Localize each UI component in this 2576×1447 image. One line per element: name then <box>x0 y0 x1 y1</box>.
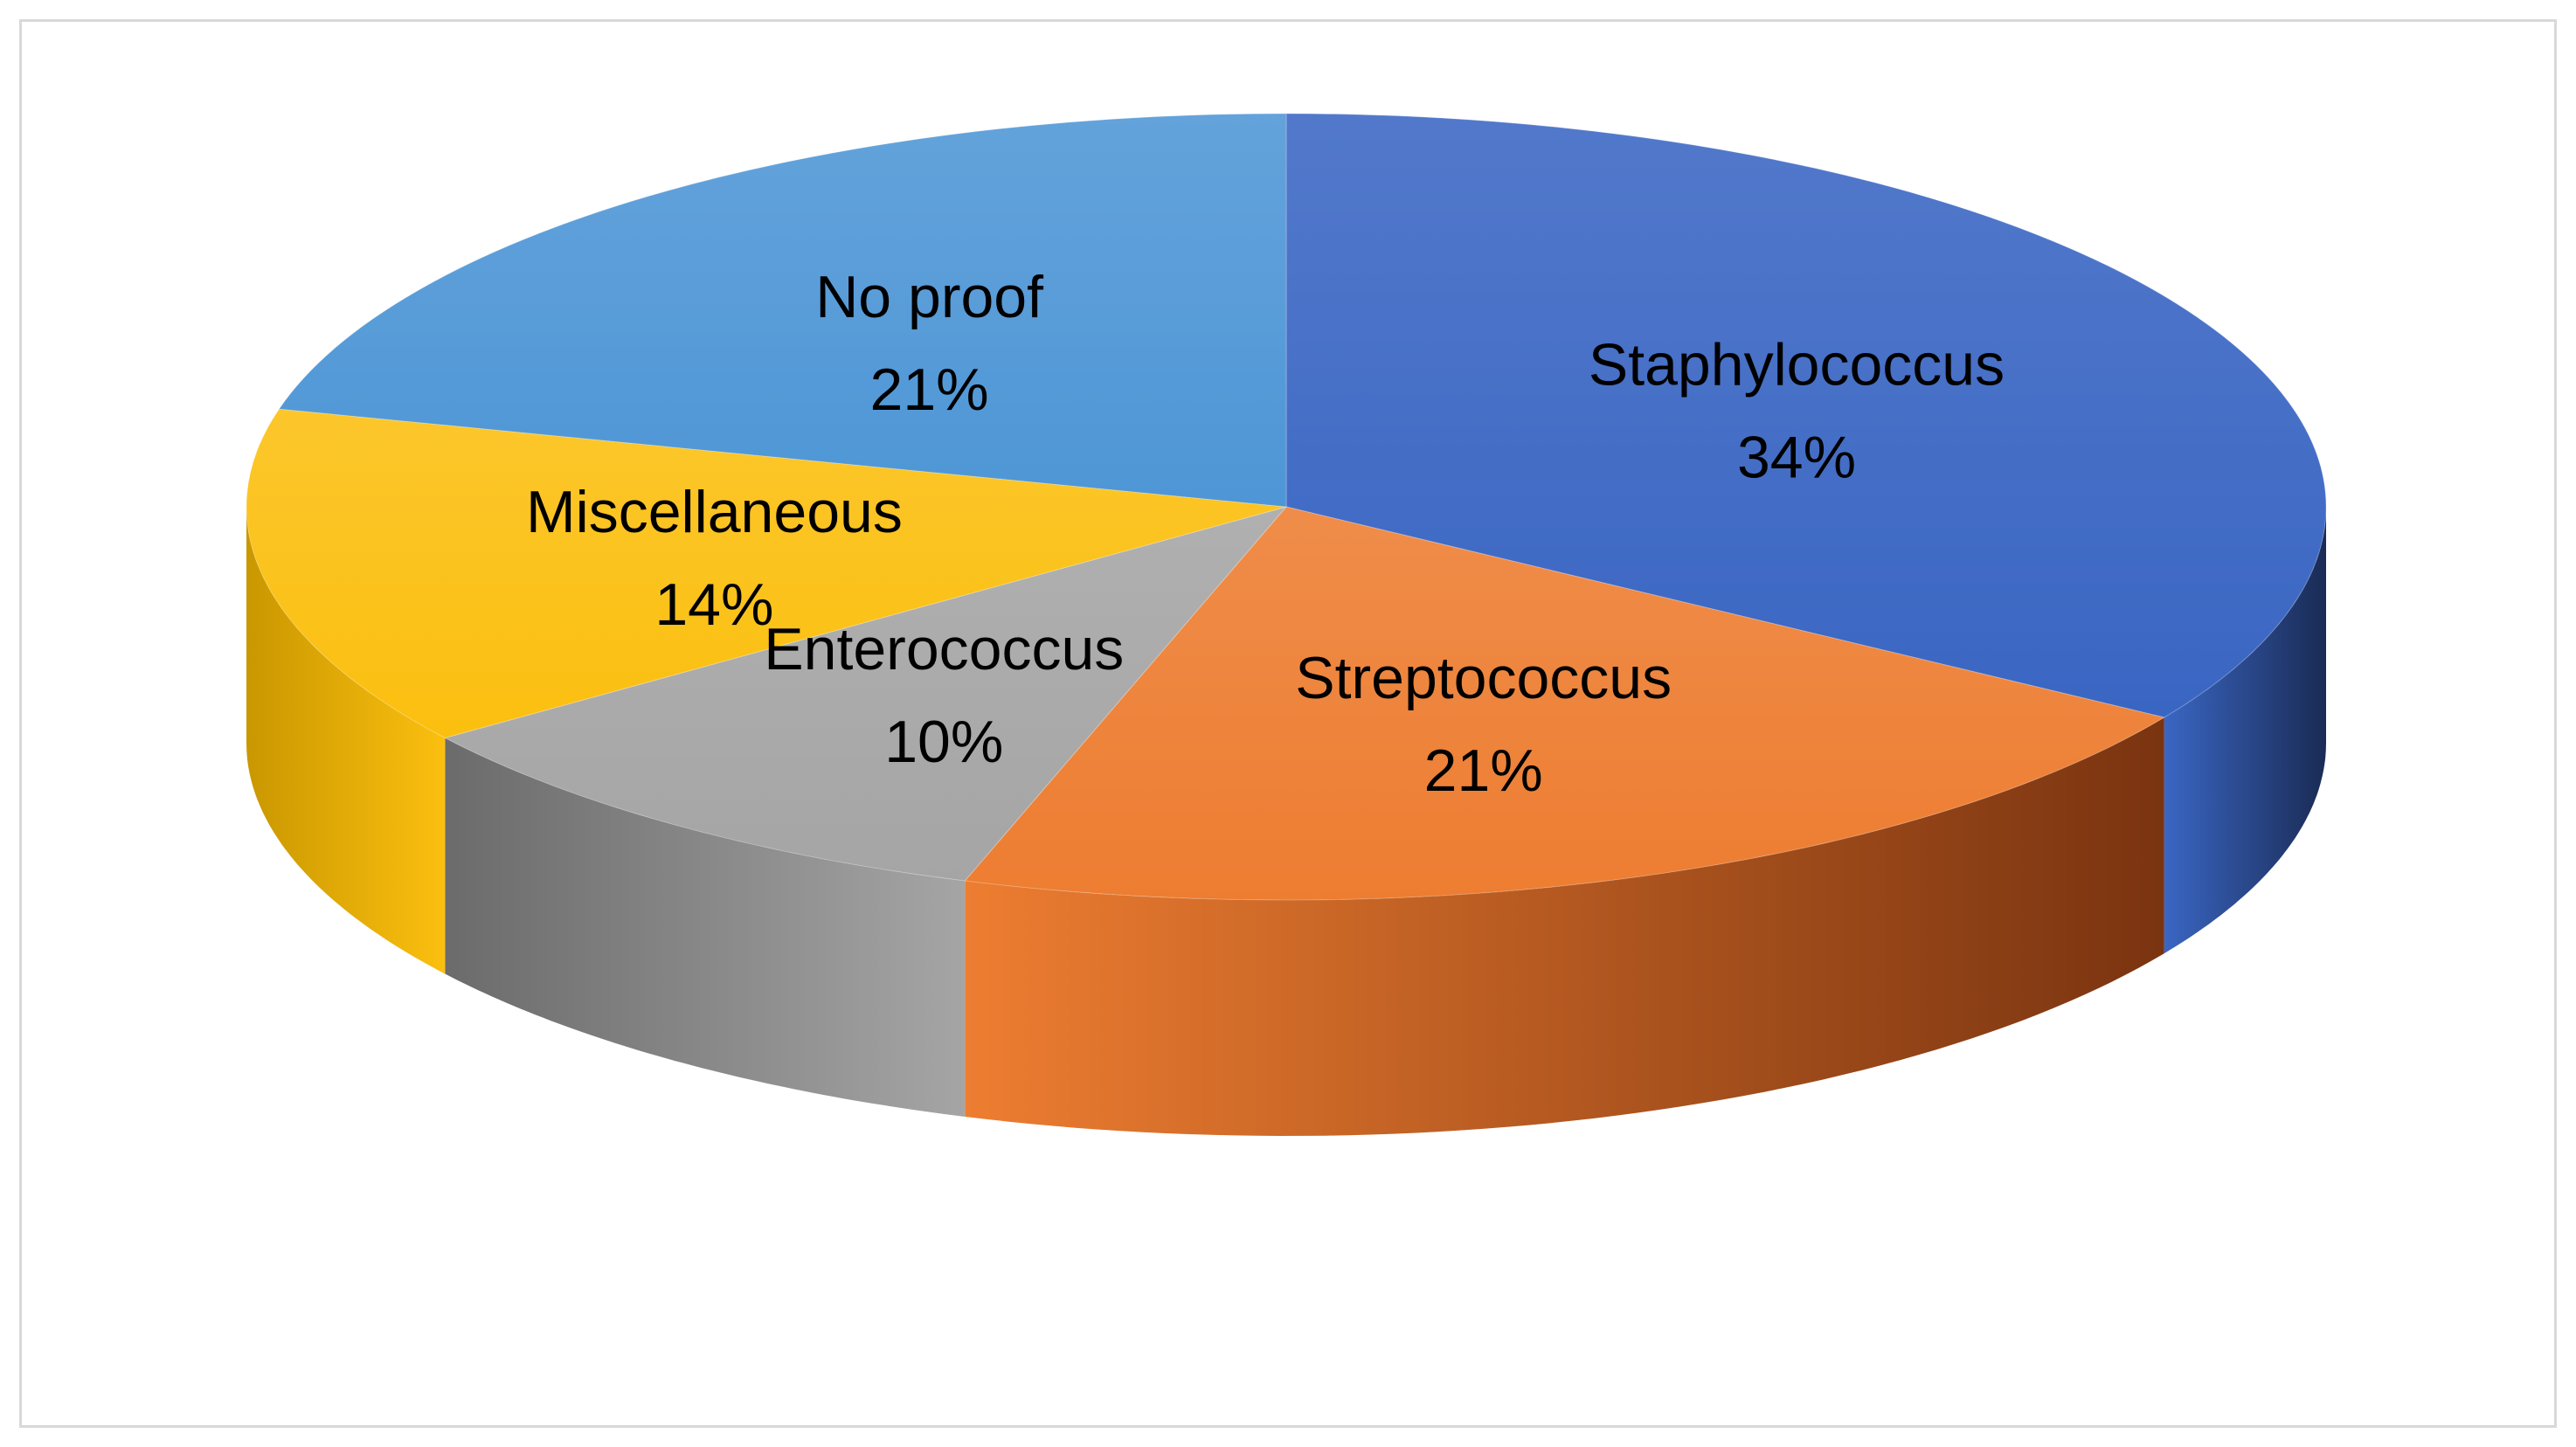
slice-value-streptococcus: 21% <box>1424 737 1543 804</box>
slice-label-no-proof: No proof <box>815 264 1043 330</box>
slice-label-staphylococcus: Staphylococcus <box>1589 332 2005 398</box>
slice-value-miscellaneous: 14% <box>654 571 773 638</box>
pie-tops <box>246 113 2327 901</box>
slice-value-staphylococcus: 34% <box>1737 425 1856 491</box>
slice-value-enterococcus: 10% <box>884 709 1003 775</box>
pie-slice-streptococcus <box>964 506 2166 901</box>
pie-side-miscellaneous <box>246 507 446 974</box>
pie-labels: Staphylococcus 34% Streptococcus 21% Enteroc… <box>526 264 2005 804</box>
slice-label-miscellaneous: Miscellaneous <box>526 479 903 545</box>
pie-side-enterococcus <box>445 737 966 1117</box>
slice-value-no-proof: 21% <box>870 357 989 423</box>
pie-slice-enterococcus <box>443 506 1288 882</box>
pie-side-streptococcus <box>965 717 2164 1136</box>
pie-side-staphylococcus <box>2164 507 2326 954</box>
pie-sides <box>246 507 2326 1136</box>
pie-slice-staphylococcus <box>1285 113 2327 718</box>
slice-label-streptococcus: Streptococcus <box>1295 645 1672 711</box>
pie-slice-no-proof <box>278 113 1287 508</box>
pie-slice-miscellaneous <box>246 408 1287 739</box>
slice-label-enterococcus: Enterococcus <box>764 616 1124 682</box>
